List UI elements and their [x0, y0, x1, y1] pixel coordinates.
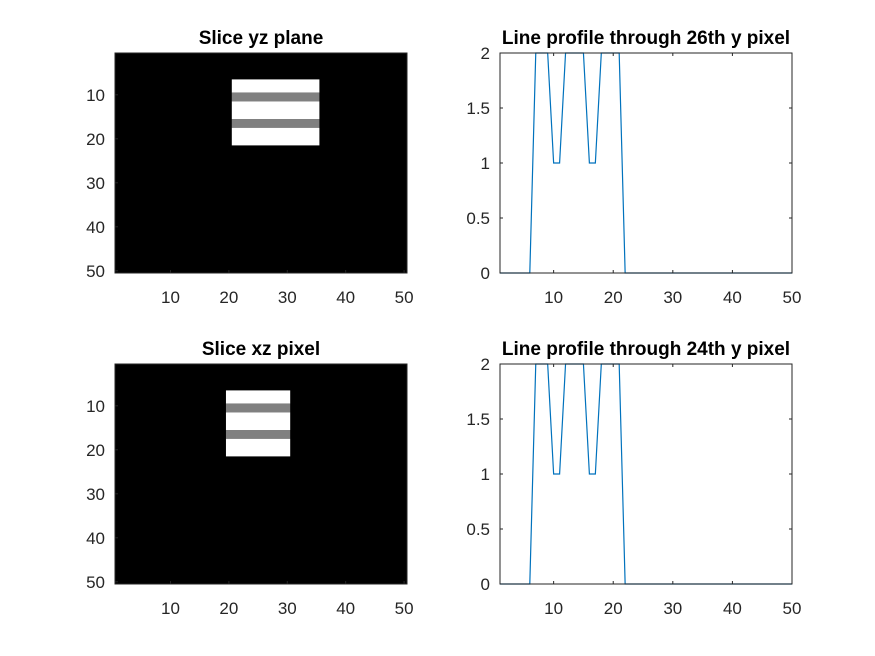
panel2-ytick-label-0: 10: [86, 397, 105, 416]
panel1-ytick-label-0: 0: [481, 264, 490, 283]
slice-xz-pixel-panel: Slice xz pixel 10 20 30 40 50 10 20 30 40 50: [86, 339, 413, 618]
panel0-image-block-4: [231, 127, 320, 146]
panel1-ytick-label-2: 1: [481, 154, 490, 173]
slice-yz-plane-panel: Slice yz plane 10 20 30 40 50 10 20 30 40 50: [86, 28, 413, 307]
panel3-ytick-label-1: 0.5: [466, 520, 490, 539]
line-profile-24th-plot: 10 20 30 40 50 0 0.5 1 1.5 2: [466, 355, 801, 618]
panel0-image-block-0: [231, 79, 320, 93]
slice-xz-pixel-title: Slice xz pixel: [202, 339, 320, 360]
panel2-xtick-label-2: 30: [278, 599, 297, 618]
line-profile-26th-plot: 10 20 30 40 50 0 0.5 1 1.5 2: [466, 44, 801, 307]
panel2-image-block-0: [225, 390, 291, 404]
panel3-xtick-label-0: 10: [544, 599, 563, 618]
panel0-xtick-label-4: 50: [395, 288, 414, 307]
panel0-xtick-label-3: 40: [336, 288, 355, 307]
line-profile-24th-title: Line profile through 24th y pixel: [502, 339, 790, 360]
panel2-ytick-label-3: 40: [86, 529, 105, 548]
panel2-xtick-label-1: 20: [219, 599, 238, 618]
panel3-ytick-label-2: 1: [481, 465, 490, 484]
panel0-ytick-label-1: 20: [86, 130, 105, 149]
panel1-xtick-label-2: 30: [663, 288, 682, 307]
panel0-image-block-3: [231, 119, 320, 128]
panel2-image-block-3: [225, 430, 291, 439]
panel0-ytick-label-2: 30: [86, 174, 105, 193]
panel0-image-block-1: [231, 92, 320, 102]
panel3-xtick-label-3: 40: [723, 599, 742, 618]
panel3-ytick-label-3: 1.5: [466, 410, 490, 429]
panel1-ytick-label-1: 0.5: [466, 209, 490, 228]
panel0-ytick-label-0: 10: [86, 86, 105, 105]
panel2-image-block-4: [225, 438, 291, 457]
panel3-plot-area: [500, 364, 792, 584]
panel1-xtick-label-3: 40: [723, 288, 742, 307]
line-profile-26th-title: Line profile through 26th y pixel: [502, 28, 790, 49]
panel2-ytick-label-1: 20: [86, 441, 105, 460]
panel1-ytick-label-3: 1.5: [466, 99, 490, 118]
panel0-xtick-label-0: 10: [161, 288, 180, 307]
panel2-axes-box: [114, 363, 408, 585]
panel2-ytick-label-4: 50: [86, 573, 105, 592]
panel2-image-block-1: [225, 403, 291, 413]
panel0-image-block-2: [231, 101, 320, 119]
panel2-ytick-label-2: 30: [86, 485, 105, 504]
line-profile-26th-panel: Line profile through 26th y pixel 10 20 30…: [466, 28, 801, 307]
panel3-xtick-label-4: 50: [783, 599, 802, 618]
slice-xz-pixel-image: 10 20 30 40 50 10 20 30 40 50: [86, 363, 414, 618]
panel0-ytick-label-3: 40: [86, 218, 105, 237]
panel1-xtick-label-0: 10: [544, 288, 563, 307]
panel2-xtick-label-0: 10: [161, 599, 180, 618]
panel3-xtick-label-2: 30: [663, 599, 682, 618]
slice-yz-plane-image: 10 20 30 40 50 10 20 30 40 50: [86, 52, 414, 307]
panel1-xtick-label-4: 50: [783, 288, 802, 307]
panel0-xtick-label-1: 20: [219, 288, 238, 307]
panel0-ytick-label-4: 50: [86, 262, 105, 281]
line-profile-24th-panel: Line profile through 24th y pixel 10 20 30…: [466, 339, 801, 618]
panel1-ytick-label-4: 2: [481, 44, 490, 63]
panel3-ytick-label-0: 0: [481, 575, 490, 594]
panel3-xtick-label-1: 20: [604, 599, 623, 618]
panel3-ytick-label-4: 2: [481, 355, 490, 374]
panel1-xtick-label-1: 20: [604, 288, 623, 307]
panel2-xtick-label-3: 40: [336, 599, 355, 618]
slice-yz-plane-title: Slice yz plane: [199, 28, 324, 49]
panel2-image-block-2: [225, 412, 291, 430]
panel0-axes-box: [114, 52, 408, 274]
panel2-xtick-label-4: 50: [395, 599, 414, 618]
panel1-plot-area: [500, 53, 792, 273]
panel0-xtick-label-2: 30: [278, 288, 297, 307]
